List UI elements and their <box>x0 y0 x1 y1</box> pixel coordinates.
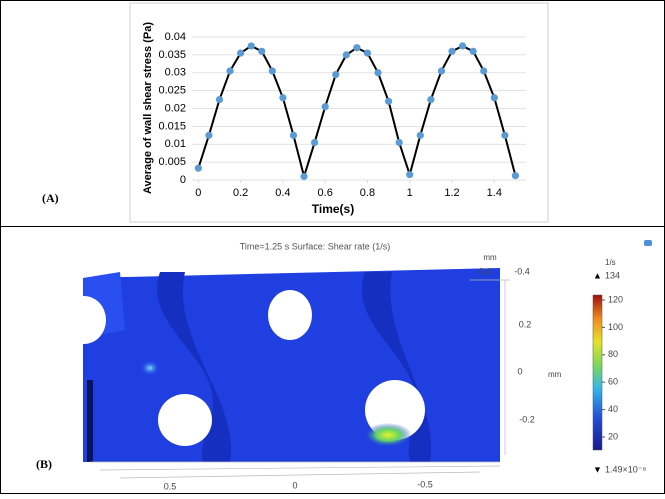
x-tick-label: 1.2 <box>444 187 459 199</box>
y-tick-label: 0 <box>180 174 186 186</box>
surface-render <box>62 268 510 479</box>
data-point <box>258 47 266 55</box>
x-tick-label: 0.8 <box>360 187 375 199</box>
data-point <box>448 47 456 55</box>
data-point <box>458 42 467 50</box>
x-tick-label: 0.2 <box>233 187 248 199</box>
data-point <box>289 131 298 139</box>
y-tick-label: 0.01 <box>165 138 186 150</box>
data-point <box>226 67 234 75</box>
panel-label: (B) <box>36 457 52 471</box>
x-tick-label: 1.4 <box>487 187 502 199</box>
y-tick-label: 0.04 <box>165 31 186 43</box>
axis-tick-label: -0.4 <box>514 266 530 276</box>
data-point <box>279 94 287 102</box>
data-point <box>427 95 435 104</box>
data-point <box>215 95 224 104</box>
axis-tick-label: -0.2 <box>519 414 535 424</box>
data-point <box>511 172 520 180</box>
axis-tick-label: 0 <box>517 366 522 376</box>
data-point <box>237 49 245 57</box>
data-point <box>247 42 255 50</box>
colorbar <box>592 294 603 451</box>
axis-tick-label: -0.5 <box>417 479 433 489</box>
data-point <box>437 67 446 75</box>
y-tick-label: 0.005 <box>158 156 186 168</box>
x-axis-label: Time(s) <box>312 202 354 216</box>
colorbar-min: 1.49×10⁻⁸ <box>605 464 647 474</box>
panel-label: (A) <box>42 191 59 205</box>
colorbar-tick-label: 60 <box>608 377 618 387</box>
data-point <box>406 171 414 179</box>
y-tick-label: 0.015 <box>158 120 186 132</box>
colorbar-tick-label: 120 <box>608 294 623 304</box>
data-point <box>353 44 361 52</box>
colorbar-tick-label: 100 <box>608 322 623 332</box>
data-point <box>384 97 393 105</box>
data-line <box>197 44 517 181</box>
axis-tick-label: 0.2 <box>519 319 532 329</box>
max-marker: ▲ <box>593 270 602 280</box>
x-tick-label: 0.4 <box>275 187 290 199</box>
data-point <box>205 131 213 139</box>
axis-tick-label: 0 <box>292 480 297 490</box>
data-point <box>342 51 350 59</box>
data-point <box>321 103 329 111</box>
min-marker: ▼ <box>593 464 602 474</box>
colorbar-max: 134 <box>605 270 620 280</box>
icon <box>644 240 652 246</box>
y-axis-label: Average of wall shear stress (Pa) <box>142 22 154 194</box>
y-tick-label: 0.03 <box>165 67 186 79</box>
data-point <box>490 94 498 102</box>
unit-label: mm <box>483 253 497 262</box>
x-tick-label: 1 <box>407 187 413 199</box>
data-point <box>480 67 488 75</box>
data-point <box>300 172 308 181</box>
data-point <box>469 47 477 55</box>
data-point <box>374 69 382 77</box>
data-point <box>363 49 372 57</box>
chart-frame <box>129 2 549 223</box>
colorbar-unit: 1/s <box>605 258 616 267</box>
colorbar-tick-label: 80 <box>608 349 618 359</box>
data-point <box>194 164 202 172</box>
data-point <box>501 131 509 139</box>
colorbar-tick-label: 40 <box>608 404 618 414</box>
data-point <box>332 70 340 79</box>
data-point <box>416 131 424 139</box>
data-point <box>268 67 276 75</box>
x-tick-label: 0 <box>195 187 201 199</box>
y-tick-label: 0.035 <box>158 49 186 61</box>
x-tick-label: 0.6 <box>318 187 333 199</box>
data-point <box>395 138 403 147</box>
axis-tick-label: 0.4 <box>479 266 492 276</box>
y-tick-label: 0.025 <box>158 85 186 97</box>
colorbar-tick-label: 20 <box>608 431 618 441</box>
y-tick-label: 0.02 <box>165 102 186 114</box>
data-point <box>311 138 319 147</box>
axis-tick-label: 0.5 <box>164 481 177 491</box>
plot-title: Time=1.25 s Surface: Shear rate (1/s) <box>240 241 390 251</box>
unit-label: mm <box>548 370 562 379</box>
